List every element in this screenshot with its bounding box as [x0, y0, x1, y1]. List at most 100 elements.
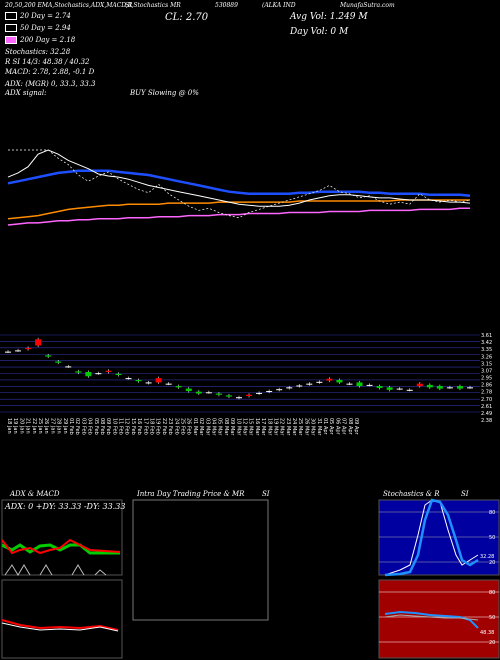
candle — [65, 366, 72, 368]
candle — [125, 378, 132, 380]
stoch-d-line — [384, 499, 479, 576]
date-tick-label: 25 Feb — [180, 418, 186, 435]
stoch-tick-20: 20 — [489, 560, 495, 566]
date-tick-label: 16 Feb — [136, 418, 142, 435]
ema20-swatch — [5, 12, 17, 20]
date-tick-label: 25 Jan — [37, 418, 43, 434]
adx-signal: ADX signal: — [5, 89, 47, 97]
date-tick-label: 05 Apr — [328, 418, 334, 436]
price-level-label: 3.15 — [481, 361, 492, 367]
candle — [376, 386, 383, 388]
date-tick-label: 19 Feb — [155, 418, 161, 435]
date-tick-label: 02 Mar — [198, 418, 204, 436]
close-dotted-line — [8, 149, 471, 219]
buy-signal: BUY Slowing @ 0% — [130, 89, 199, 97]
price-level-label: 2.78 — [481, 390, 492, 396]
price-level-label: 2.95 — [481, 376, 492, 382]
date-tick-label: 15 Feb — [130, 418, 136, 435]
date-tick-label: 15 Mar — [248, 418, 254, 436]
header-line1: 20,50,200 EMA,Stochastics,ADX,MACD,R — [5, 2, 132, 9]
date-tick-label: 28 Jan — [56, 418, 62, 434]
candle — [436, 386, 443, 389]
candle — [276, 389, 283, 391]
candle — [316, 381, 323, 383]
date-tick-label: 01 Mar — [192, 418, 198, 436]
candle — [15, 350, 22, 352]
candle — [175, 386, 182, 388]
date-tick-label: 10 Feb — [111, 418, 117, 435]
date-tick-label: 26 Jan — [43, 418, 49, 434]
candle — [225, 395, 232, 397]
candle — [236, 397, 242, 399]
rsi-tick-20: 20 — [489, 640, 495, 646]
close-price: CL: 2.70 — [165, 12, 209, 23]
date-tick-label: 03 Mar — [204, 418, 210, 436]
macd-panel — [1, 579, 123, 659]
candle — [185, 388, 192, 392]
date-tick-label: 01 Feb — [68, 418, 74, 435]
candle — [205, 392, 212, 394]
candle — [426, 384, 433, 388]
date-tick-label: 04 Feb — [87, 418, 93, 435]
candle — [346, 383, 353, 385]
stoch-panel-si: SI — [461, 490, 469, 498]
date-tick-label: 23 Mar — [285, 418, 291, 436]
header-code: 530889 — [215, 2, 238, 9]
macd-line — [1, 622, 119, 632]
candle — [85, 371, 92, 377]
header-site: MunafaSutra.com — [340, 2, 395, 9]
adx-readout: ADX: (MGR) 0, 33.3, 33.3 — [5, 80, 96, 88]
candle — [95, 373, 102, 375]
date-tick-label: 05 Feb — [93, 418, 99, 435]
ema50-line — [7, 169, 471, 198]
price-level-label: 2.49 — [481, 411, 492, 417]
rsi-line — [384, 610, 479, 629]
candle — [115, 373, 122, 376]
rsi-panel — [378, 579, 500, 659]
macd-readout: MACD: 2.78, 2.88, -0.1 D — [5, 68, 95, 76]
date-tick-label: 21 Jan — [25, 418, 31, 434]
price-level-label: 2.70 — [481, 397, 492, 403]
date-tick-label: 09 Apr — [353, 418, 359, 436]
date-tick-label: 08 Feb — [99, 418, 105, 435]
candle — [135, 379, 142, 382]
adx-line — [4, 564, 107, 576]
candles — [5, 337, 473, 400]
stoch-tick-80: 80 — [489, 510, 495, 516]
candle — [145, 382, 152, 384]
date-tick-label: 26 Mar — [303, 418, 309, 436]
intraday-panel-title: Intra Day Trading Price & MR — [137, 490, 245, 498]
stoch-value: 32.28 — [480, 554, 494, 560]
date-tick-label: 09 Feb — [105, 418, 111, 435]
date-tick-label: 19 Mar — [272, 418, 278, 436]
ema200-line — [7, 207, 470, 226]
ema200-legend: 200 Day = 2.18 — [5, 36, 75, 44]
day-volume: Day Vol: 0 M — [290, 27, 349, 37]
date-tick-label: 27 Jan — [49, 418, 55, 434]
candle — [456, 386, 463, 389]
ema20-legend: 20 Day = 2.74 — [5, 12, 71, 20]
candle — [55, 361, 62, 363]
date-tick-label: 07 Apr — [341, 418, 347, 436]
price-grid — [0, 334, 480, 413]
candle — [105, 370, 112, 372]
price-level-label: 2.61 — [481, 404, 492, 410]
candle — [326, 378, 333, 381]
date-tick-label: 31 Mar — [316, 418, 322, 436]
date-tick-label: 12 Mar — [241, 418, 247, 436]
rsi-tick-50: 50 — [489, 615, 495, 621]
header-mid: SI,Stochastics MR — [125, 2, 181, 9]
date-tick-label: 20 Jan — [18, 418, 24, 434]
adx-panel-title: ADX & MACD — [10, 490, 60, 498]
date-tick-label: 26 Feb — [186, 418, 192, 435]
price-level-label: 3.42 — [481, 340, 492, 346]
avg-volume: Avg Vol: 1.249 M — [290, 12, 368, 22]
price-level-label: 3.07 — [481, 368, 492, 374]
candle — [446, 387, 453, 389]
macd-signal-line — [1, 619, 119, 631]
date-tick-label: 22 Mar — [279, 418, 285, 436]
ema-lines — [7, 149, 471, 226]
price-levels: 3.613.423.353.263.153.07 2.952.862.782.70… — [481, 333, 492, 424]
rsi-tick-80: 80 — [489, 590, 495, 596]
candle — [45, 355, 52, 357]
